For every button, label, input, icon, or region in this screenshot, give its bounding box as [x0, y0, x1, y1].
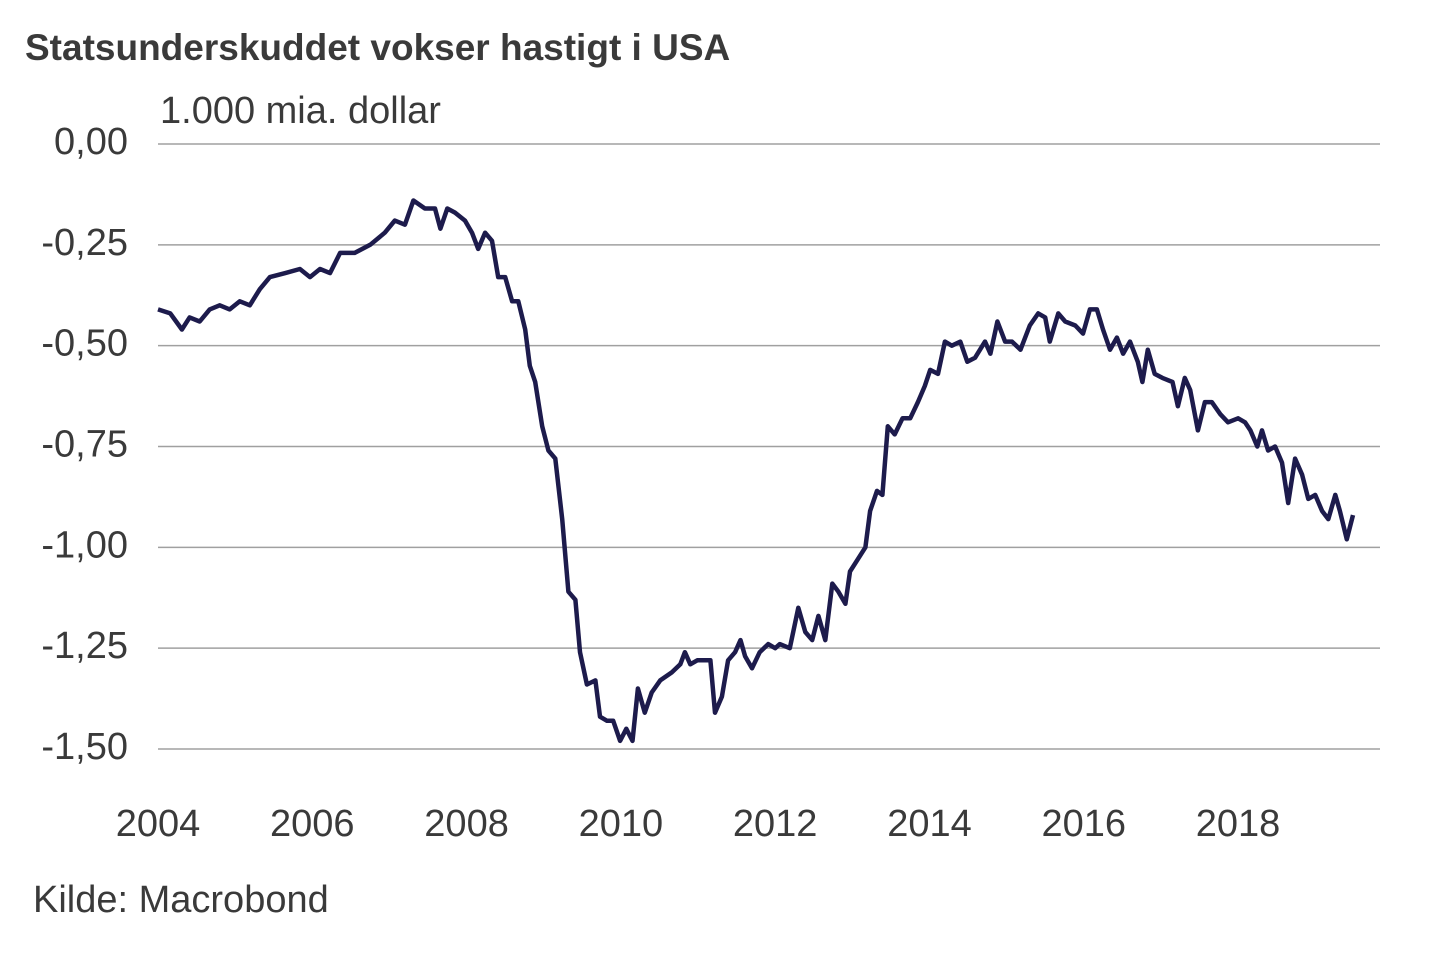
- y-tick-label: -1,50: [41, 726, 128, 768]
- x-tick-label: 2016: [1041, 803, 1126, 845]
- x-tick-label: 2012: [733, 803, 818, 845]
- y-tick-label: 0,00: [54, 121, 128, 163]
- y-tick-label: -0,75: [41, 424, 128, 466]
- x-tick-label: 2018: [1196, 803, 1281, 845]
- x-tick-label: 2006: [270, 803, 355, 845]
- x-tick-label: 2004: [116, 803, 201, 845]
- x-tick-label: 2014: [887, 803, 972, 845]
- y-tick-label: -0,25: [41, 222, 128, 264]
- y-tick-label: -0,50: [41, 323, 128, 365]
- y-tick-label: -1,00: [41, 524, 128, 566]
- x-tick-label: 2010: [579, 803, 664, 845]
- y-axis-label: 1.000 mia. dollar: [160, 90, 441, 132]
- source: Kilde: Macrobond: [33, 879, 329, 921]
- chart-title: Statsunderskuddet vokser hastigt i USA: [25, 27, 730, 68]
- y-tick-label: -1,25: [41, 625, 128, 667]
- data-line: [157, 198, 1356, 744]
- x-tick-label: 2008: [424, 803, 509, 845]
